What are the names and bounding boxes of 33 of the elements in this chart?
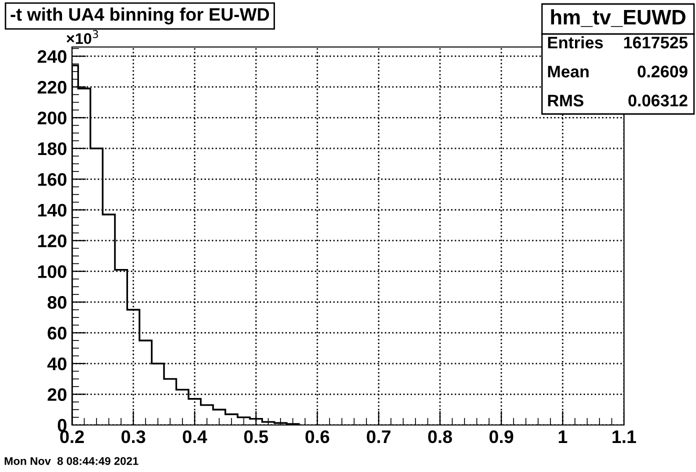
x-tick-label: 0.4 bbox=[182, 430, 208, 444]
y-tick-label: 240 bbox=[38, 50, 66, 63]
text: 1617525 bbox=[624, 36, 688, 48]
x-tick-label: 0.3 bbox=[122, 430, 146, 444]
text: ×10$^{3}$ bbox=[66, 30, 98, 44]
y-tick-label: 0 bbox=[58, 418, 66, 432]
x-tick-label: 0.7 bbox=[366, 430, 390, 444]
y-tick-label: 80 bbox=[48, 296, 66, 309]
text: 0.2609 bbox=[638, 66, 688, 78]
y-tick-label: 140 bbox=[38, 204, 66, 217]
x-tick-label: 1 bbox=[558, 430, 568, 443]
text: 0.06312 bbox=[628, 94, 688, 106]
chart-title: -t with UA4 binning for EU-WD bbox=[10, 8, 269, 24]
y-tick-label: 20 bbox=[48, 388, 66, 401]
x-tick-label: 0.2 bbox=[60, 430, 84, 444]
y-tick-label: 200 bbox=[38, 112, 66, 124]
text: Mon Nov 8 08:44:49 2021 bbox=[4, 457, 138, 465]
y-tick-label: 60 bbox=[48, 326, 66, 340]
x-tick-label: 0.9 bbox=[490, 430, 514, 444]
text: hm_tv_EUWD bbox=[551, 9, 686, 27]
annotation: Mean bbox=[548, 66, 589, 78]
y-tick-label: 220 bbox=[38, 80, 66, 94]
x-tick-label: 0.8 bbox=[428, 430, 452, 444]
annotation: Entries bbox=[548, 36, 603, 48]
annotation: RMS bbox=[548, 94, 584, 106]
y-tick-label: 40 bbox=[47, 357, 66, 370]
x-tick-label: 1.1 bbox=[612, 430, 636, 443]
y-tick-label: 120 bbox=[38, 234, 66, 248]
x-tick-label: 0.5 bbox=[244, 430, 268, 444]
y-tick-label: 180 bbox=[38, 142, 66, 156]
y-tick-label: 100 bbox=[38, 265, 66, 278]
x-tick-label: 0.6 bbox=[306, 430, 330, 444]
y-tick-label: 160 bbox=[38, 173, 66, 186]
